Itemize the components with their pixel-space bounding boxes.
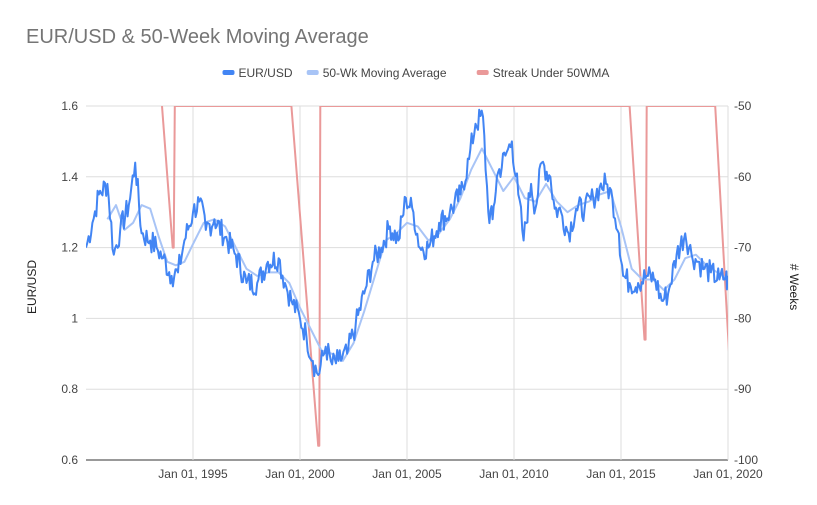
legend-swatch	[222, 70, 235, 75]
x-tick-label: Jan 01, 2010	[479, 467, 549, 481]
legend-label: 50-Wk Moving Average	[323, 66, 447, 80]
y2-axis-title: # Weeks	[787, 264, 801, 310]
legend: EUR/USD 50-Wk Moving Average Streak Under …	[222, 66, 610, 80]
y2-tick-label: -70	[734, 241, 752, 255]
y2-tick-label: -50	[734, 99, 752, 113]
series-line-moving-average	[106, 147, 728, 362]
y-tick-label: 1.6	[61, 99, 78, 113]
legend-label: Streak Under 50WMA	[493, 66, 610, 80]
y-tick-label: 1.2	[61, 241, 78, 255]
legend-swatch	[476, 70, 489, 75]
y-axis-ticks: 0.6 0.8 1 1.2 1.4 1.6	[61, 99, 78, 467]
series-line-streak	[161, 106, 728, 447]
y2-tick-label: -80	[734, 311, 752, 325]
y-axis-title: EUR/USD	[25, 260, 39, 314]
y2-tick-label: -90	[734, 382, 752, 396]
y-tick-label: 0.8	[61, 382, 78, 396]
y2-tick-label: -100	[734, 453, 758, 467]
y2-tick-label: -60	[734, 170, 752, 184]
legend-swatch	[306, 70, 319, 75]
y2-axis-ticks: -100 -90 -80 -70 -60 -50	[734, 99, 758, 467]
gridlines	[86, 105, 729, 461]
x-tick-label: Jan 01, 2020	[693, 467, 763, 481]
series-line-eurusd	[86, 108, 728, 378]
legend-label: EUR/USD	[239, 66, 293, 80]
x-tick-label: Jan 01, 2000	[265, 467, 335, 481]
x-tick-label: Jan 01, 1995	[158, 467, 228, 481]
x-tick-label: Jan 01, 2005	[372, 467, 442, 481]
plot-area	[86, 106, 728, 447]
y-tick-label: 0.6	[61, 453, 78, 467]
x-tick-label: Jan 01, 2015	[586, 467, 656, 481]
x-axis-ticks: Jan 01, 1995 Jan 01, 2000 Jan 01, 2005 Jan …	[158, 467, 763, 481]
chart-title: EUR/USD & 50-Week Moving Average	[26, 26, 369, 48]
y-tick-label: 1	[71, 311, 78, 325]
y-tick-label: 1.4	[61, 170, 78, 184]
